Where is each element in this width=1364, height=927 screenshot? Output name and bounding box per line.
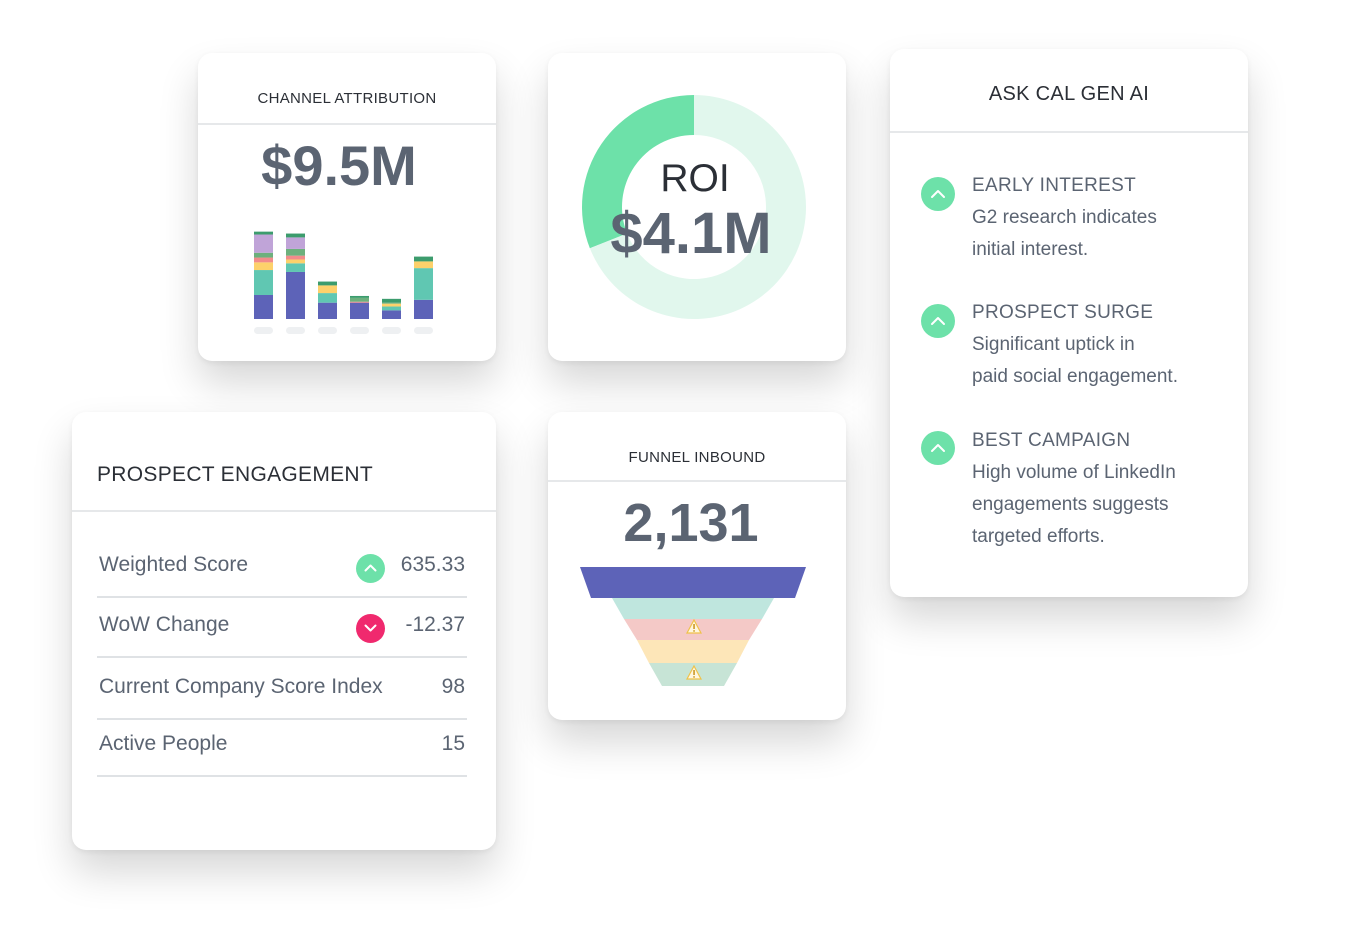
funnel-chart: [580, 567, 806, 686]
x-tick-placeholder: [414, 327, 433, 334]
bar-segment: [254, 252, 273, 258]
bar-segment: [254, 262, 273, 271]
insight-item: BEST CAMPAIGN High volume of LinkedIn en…: [972, 425, 1222, 553]
divider: [890, 131, 1248, 133]
bar-segment: [254, 270, 273, 295]
bar-segment: [286, 237, 305, 249]
bar-segment: [414, 268, 433, 300]
bar-segment: [350, 301, 369, 303]
roi-value: $4.1M: [610, 201, 772, 266]
bar-segment: [350, 297, 369, 302]
trend-up-icon: [356, 554, 385, 583]
divider: [72, 510, 496, 512]
row-divider: [97, 775, 467, 777]
bar-segment: [318, 302, 337, 319]
metric-value: 98: [441, 675, 465, 698]
roi-donut-chart: [582, 95, 806, 319]
bar-segment: [382, 306, 401, 311]
card-title: ASK CAL GEN AI: [988, 83, 1150, 105]
bar-segment: [318, 281, 337, 286]
bar-segment: [414, 256, 433, 262]
insight-heading: BEST CAMPAIGN: [972, 430, 1131, 451]
bar-segment: [382, 298, 401, 303]
metric-row: Weighted Score 635.33: [97, 538, 467, 598]
bar-segment: [286, 233, 305, 238]
metric-label: Current Company Score Index: [99, 675, 383, 698]
metric-value: -12.37: [405, 613, 465, 636]
bar-segment: [254, 257, 273, 263]
insight-text: paid social engagement.: [972, 366, 1178, 387]
bar-segment: [414, 261, 433, 269]
donut-slice: [589, 95, 806, 319]
funnel-stage-1: [580, 567, 806, 598]
attribution-value: $9.5M: [261, 134, 417, 197]
row-divider: [97, 656, 467, 658]
roi-card: ROI $4.1M: [548, 53, 846, 361]
metric-value: 15: [441, 732, 465, 755]
attribution-bar-chart: [254, 231, 433, 334]
insight-text: initial interest.: [972, 239, 1089, 260]
bar-segment: [286, 263, 305, 272]
bar-segment: [286, 248, 305, 256]
metric-label: Active People: [99, 732, 228, 755]
metric-label: Weighted Score: [99, 553, 249, 576]
bar-segment: [382, 303, 401, 307]
bar-segment: [382, 310, 401, 319]
metric-label: WoW Change: [99, 613, 230, 636]
bar-segment: [350, 302, 369, 319]
x-tick-placeholder: [254, 327, 273, 334]
card-title: FUNNEL INBOUND: [628, 449, 766, 466]
prospect-engagement-card: PROSPECT ENGAGEMENT Weighted Score 635.3…: [72, 412, 496, 850]
funnel-inbound-card: FUNNEL INBOUND 2,131: [548, 412, 846, 720]
divider: [548, 480, 846, 482]
bar-segment: [254, 295, 273, 319]
bar-segment: [286, 255, 305, 260]
warning-icon: [685, 618, 703, 634]
insight-text: targeted efforts.: [972, 526, 1105, 547]
bar-segment: [286, 271, 305, 319]
insight-heading: EARLY INTEREST: [972, 175, 1136, 196]
bar-segment: [318, 285, 337, 294]
x-tick-placeholder: [382, 327, 401, 334]
x-tick-placeholder: [318, 327, 337, 334]
bar-segment: [350, 295, 369, 298]
bar-segment: [254, 231, 273, 235]
x-tick-placeholder: [350, 327, 369, 334]
insight-text: Significant uptick in: [972, 334, 1135, 355]
metric-row: WoW Change -12.37: [97, 598, 467, 658]
bar-segment: [414, 299, 433, 319]
warning-icon: [685, 664, 703, 680]
x-tick-placeholder: [286, 327, 305, 334]
insight-text: G2 research indicates: [972, 207, 1157, 228]
bar-segment: [286, 259, 305, 264]
trend-down-icon: [356, 614, 385, 643]
trend-up-icon: [921, 431, 955, 465]
row-divider: [97, 718, 467, 720]
metric-row: Current Company Score Index 98: [97, 660, 467, 720]
metric-row: Active People 15: [97, 717, 467, 777]
insight-item: EARLY INTEREST G2 research indicates ini…: [972, 170, 1222, 266]
trend-up-icon: [921, 177, 955, 211]
ask-ai-card: ASK CAL GEN AI EARLY INTEREST G2 researc…: [890, 49, 1248, 597]
insight-text: High volume of LinkedIn: [972, 462, 1176, 483]
insight-heading: PROSPECT SURGE: [972, 302, 1154, 323]
bar-segment: [254, 234, 273, 253]
donut-slice: [582, 95, 694, 249]
bar-segment: [318, 293, 337, 303]
trend-up-icon: [921, 304, 955, 338]
row-divider: [97, 596, 467, 598]
metric-value: 635.33: [400, 553, 465, 576]
card-title: CHANNEL ATTRIBUTION: [257, 90, 437, 107]
card-title: PROSPECT ENGAGEMENT: [97, 463, 374, 486]
funnel-stage-2: [612, 598, 774, 619]
funnel-value: 2,131: [623, 493, 759, 553]
divider: [198, 123, 496, 125]
insight-item: PROSPECT SURGE Significant uptick in pai…: [972, 297, 1222, 393]
roi-label: ROI: [660, 157, 730, 200]
funnel-stage-4: [637, 640, 749, 663]
channel-attribution-card: CHANNEL ATTRIBUTION $9.5M: [198, 53, 496, 361]
insight-text: engagements suggests: [972, 494, 1169, 515]
bar-segment: [382, 302, 401, 304]
